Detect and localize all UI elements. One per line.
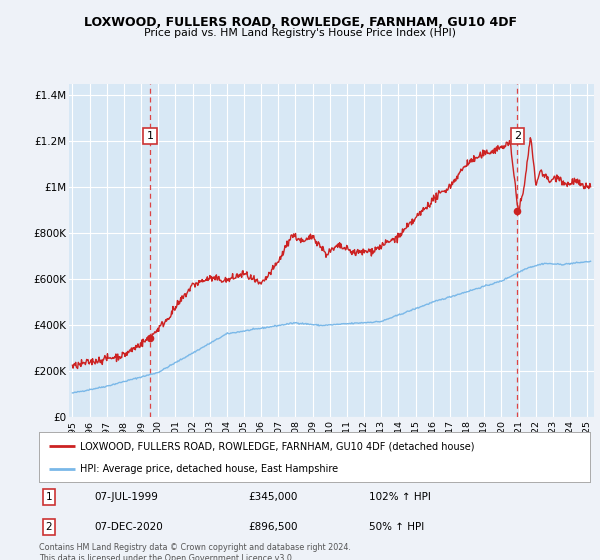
Text: HPI: Average price, detached house, East Hampshire: HPI: Average price, detached house, East… (80, 464, 338, 474)
Text: £896,500: £896,500 (248, 522, 298, 532)
Text: 07-DEC-2020: 07-DEC-2020 (94, 522, 163, 532)
Text: 50% ↑ HPI: 50% ↑ HPI (370, 522, 425, 532)
Text: Contains HM Land Registry data © Crown copyright and database right 2024.
This d: Contains HM Land Registry data © Crown c… (39, 543, 351, 560)
Text: £345,000: £345,000 (248, 492, 298, 502)
Text: 1: 1 (146, 130, 154, 141)
Point (145, 333, 155, 342)
Text: LOXWOOD, FULLERS ROAD, ROWLEDGE, FARNHAM, GU10 4DF: LOXWOOD, FULLERS ROAD, ROWLEDGE, FARNHAM… (83, 16, 517, 29)
Text: 07-JUL-1999: 07-JUL-1999 (94, 492, 158, 502)
Text: Price paid vs. HM Land Registry's House Price Index (HPI): Price paid vs. HM Land Registry's House … (144, 28, 456, 38)
Text: 2: 2 (514, 130, 521, 141)
Text: 102% ↑ HPI: 102% ↑ HPI (370, 492, 431, 502)
Point (512, 207, 522, 216)
Text: 2: 2 (46, 522, 52, 532)
Text: 1: 1 (46, 492, 52, 502)
Text: LOXWOOD, FULLERS ROAD, ROWLEDGE, FARNHAM, GU10 4DF (detached house): LOXWOOD, FULLERS ROAD, ROWLEDGE, FARNHAM… (80, 441, 475, 451)
